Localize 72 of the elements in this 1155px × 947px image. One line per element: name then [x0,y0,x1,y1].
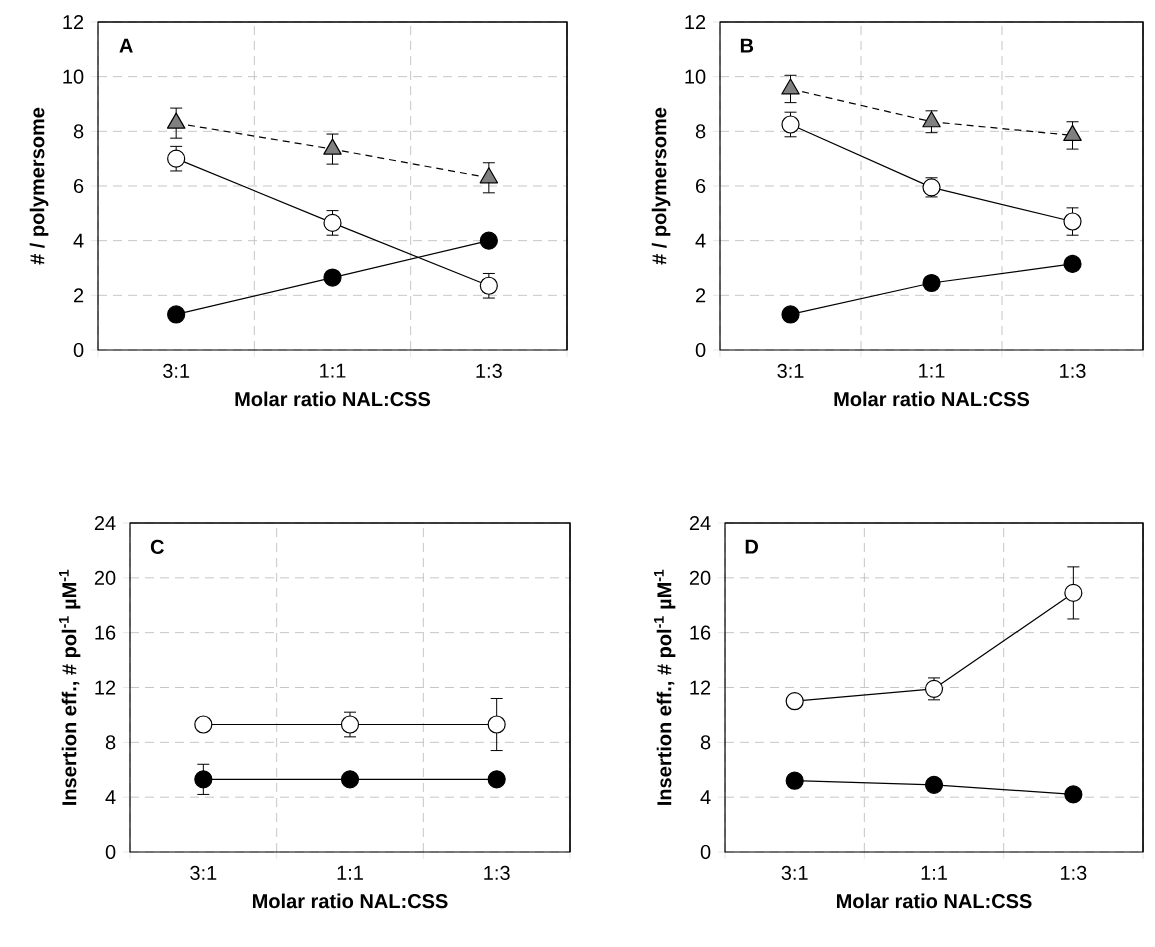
y-tick-label: 12 [685,15,706,29]
y-tick-label: 10 [685,69,706,84]
x-tick-label: 1:1 [320,363,346,378]
y-tick-label: 12 [63,15,84,29]
point [1064,785,1083,804]
x-tick-label: 1:1 [921,865,947,880]
point [479,231,498,250]
point [922,273,941,293]
point [167,149,186,168]
y-tick-label: 16 [95,625,116,640]
x-tick-label: 3:1 [777,363,804,379]
point [1064,583,1083,603]
y-axis-title: Insertion eff., # pol$^{-1}$ µM$^{-1}$ [59,569,81,805]
point [323,138,342,155]
y-tick-label: 8 [73,124,84,139]
point [785,692,804,711]
x-tick-label: 1:1 [337,865,363,880]
y-tick-label: 4 [695,233,706,248]
y-tick-label: 12 [95,680,116,695]
x-tick-label: 1:3 [484,865,510,881]
point [785,771,804,790]
y-axis-title: # / polymersome [29,107,49,265]
x-tick-label: 1:3 [476,363,502,379]
point [167,305,186,324]
x-tick-label: 1:3 [1060,865,1087,881]
annotation: B [740,38,754,53]
y-tick-label: 20 [94,570,116,585]
point [323,213,342,232]
point [924,775,944,794]
y-tick-label: 24 [689,516,711,530]
x-tick-label: 3:1 [163,363,190,379]
y-tick-label: 4 [105,790,116,805]
y-axis-title: Insertion eff., # pol$^{-1}$ µM$^{-1}$ [654,569,676,805]
annotation: C [150,539,164,554]
y-tick-label: 8 [700,735,711,750]
x-tick-label: 1:3 [1060,363,1086,379]
annotation: A [119,38,133,53]
x-tick-label: 1:1 [919,363,945,378]
y-tick-label: 6 [696,178,706,194]
x-tick-label: 3:1 [781,865,808,881]
y-tick-label: 6 [74,178,84,194]
x-tick-label: 3:1 [190,865,217,881]
x-axis-title: Molar ratio NAL:CSS [235,391,431,407]
y-tick-label: 2 [74,288,84,303]
point [323,268,342,287]
point [479,167,499,184]
point [1063,212,1082,231]
point [166,112,186,129]
y-tick-label: 0 [105,844,116,860]
point [781,115,800,134]
y-axis-title: # / polymersome [651,107,671,265]
y-tick-label: 16 [690,625,711,640]
point [781,78,800,95]
point [479,276,498,295]
y-tick-label: 0 [695,342,706,358]
point [1063,254,1082,273]
y-tick-label: 0 [73,342,84,358]
annotation: D [745,539,759,554]
y-tick-label: 8 [695,124,706,139]
y-tick-label: 8 [105,735,116,750]
x-axis-title: Molar ratio NAL:CSS [253,893,448,909]
y-tick-label: 4 [73,233,84,248]
y-tick-label: 20 [689,570,711,585]
point [781,305,800,324]
y-tick-label: 12 [690,680,711,695]
y-tick-label: 4 [700,790,711,805]
x-axis-title: Molar ratio NAL:CSS [837,893,1032,909]
y-tick-label: 0 [700,844,711,860]
x-axis-title: Molar ratio NAL:CSS [834,391,1030,407]
y-tick-label: 10 [63,69,84,84]
y-tick-label: 24 [94,516,116,530]
y-tick-label: 2 [696,288,706,303]
